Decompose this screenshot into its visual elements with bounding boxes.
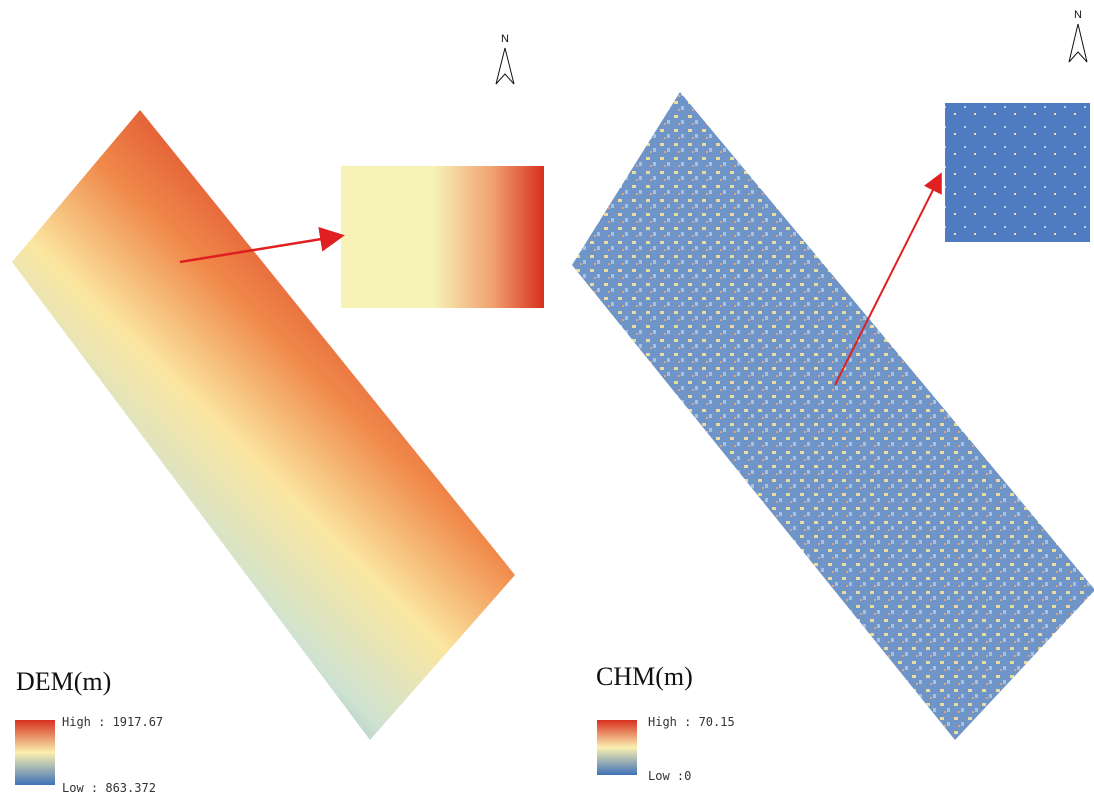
legend-high: High : 70.15 [648,715,735,729]
dem-inset [341,166,544,308]
chm-inset [945,103,1090,242]
north-arrow [496,48,514,84]
legend-low: Low : 863.372 [62,781,156,795]
legend-title: CHM(m) [596,662,693,691]
map-figure: N DEM(m) High : 1917.67 Low : 863.372 N … [0,0,1094,800]
legend-high: High : 1917.67 [62,715,163,729]
legend-bar [15,720,55,785]
north-label: N [1074,9,1082,21]
legend-low: Low :0 [648,769,691,783]
north-label: N [501,33,509,45]
legend-title: DEM(m) [16,667,111,696]
north-arrow [1069,24,1087,62]
legend-bar [597,720,637,775]
